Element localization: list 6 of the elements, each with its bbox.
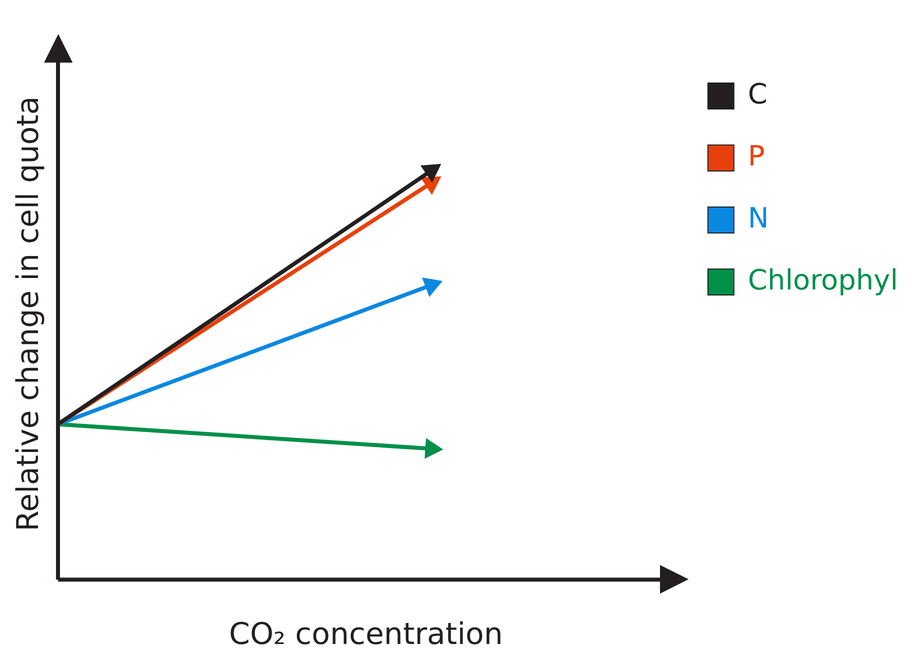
x-axis-title: CO₂ concentration [228, 616, 503, 652]
legend-label: C [748, 77, 768, 110]
y-axis-title: Relative change in cell quota [10, 96, 46, 532]
legend-label: P [748, 139, 765, 172]
legend-label: Chlorophyl [748, 263, 898, 296]
legend-label: N [748, 201, 769, 234]
